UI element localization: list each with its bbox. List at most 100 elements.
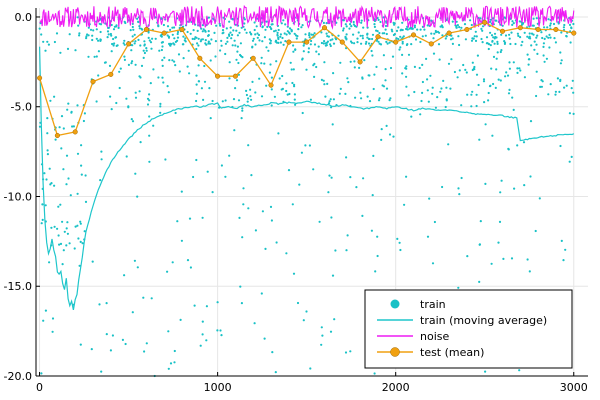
train-point bbox=[53, 184, 56, 187]
train-point bbox=[281, 74, 284, 78]
train-point bbox=[432, 52, 436, 55]
train-point bbox=[150, 297, 153, 300]
train-point bbox=[398, 241, 401, 244]
train-point bbox=[350, 25, 353, 28]
train-point bbox=[572, 22, 575, 26]
train-point bbox=[295, 37, 298, 40]
train-point bbox=[337, 34, 340, 37]
train-point bbox=[221, 100, 224, 103]
train-point bbox=[547, 18, 550, 21]
train-point bbox=[195, 158, 198, 162]
train-point bbox=[429, 74, 432, 77]
train-point bbox=[401, 21, 404, 24]
train-point bbox=[404, 67, 407, 70]
train-point bbox=[154, 37, 157, 40]
train-point bbox=[546, 26, 549, 29]
train-point bbox=[162, 81, 165, 84]
train-point bbox=[132, 28, 135, 31]
train-point bbox=[145, 47, 148, 50]
train-point bbox=[46, 153, 50, 156]
train-point bbox=[51, 330, 54, 333]
train-point bbox=[481, 41, 484, 44]
train-point bbox=[200, 87, 203, 90]
train-point bbox=[159, 105, 162, 108]
train-point bbox=[444, 37, 447, 40]
train-point bbox=[520, 44, 523, 47]
train-point bbox=[405, 28, 408, 31]
train-point bbox=[554, 93, 557, 96]
train-point bbox=[399, 35, 402, 38]
train-point bbox=[449, 87, 452, 90]
train-point bbox=[112, 37, 115, 41]
train-point bbox=[471, 68, 474, 72]
train-point bbox=[192, 175, 195, 179]
train-point bbox=[133, 42, 136, 45]
train-point bbox=[445, 86, 448, 89]
test-mean-point bbox=[482, 19, 488, 25]
train-point bbox=[301, 111, 304, 115]
train-point bbox=[545, 35, 548, 38]
train-point bbox=[494, 19, 497, 22]
train-point bbox=[549, 24, 552, 27]
train-point bbox=[401, 42, 404, 45]
train-point bbox=[508, 67, 511, 70]
train-point bbox=[359, 34, 362, 37]
train-point bbox=[228, 77, 231, 80]
train-point bbox=[78, 264, 81, 267]
train-point bbox=[549, 22, 552, 25]
train-point bbox=[147, 31, 150, 34]
train-point bbox=[99, 38, 102, 42]
train-point bbox=[420, 99, 423, 103]
train-point bbox=[228, 61, 231, 64]
train-point bbox=[267, 49, 270, 52]
train-point bbox=[106, 30, 110, 33]
train-point bbox=[243, 18, 246, 21]
train-point bbox=[287, 169, 291, 172]
train-point bbox=[176, 39, 179, 42]
train-point bbox=[125, 155, 128, 158]
train-point bbox=[532, 33, 535, 36]
train-point bbox=[401, 72, 404, 75]
train-point bbox=[265, 46, 268, 49]
train-point bbox=[479, 220, 482, 223]
train-point bbox=[71, 125, 74, 128]
train-point bbox=[87, 26, 90, 29]
train-point bbox=[288, 32, 291, 35]
train-point bbox=[466, 255, 469, 258]
train-point bbox=[241, 56, 244, 59]
train-point bbox=[348, 27, 351, 30]
train-point bbox=[469, 19, 472, 22]
y-tick-label: -20.0 bbox=[4, 370, 32, 383]
train-point bbox=[197, 80, 201, 83]
train-point bbox=[332, 42, 336, 45]
train-point bbox=[499, 50, 502, 54]
train-point bbox=[100, 158, 103, 161]
y-tick-label: -10.0 bbox=[4, 190, 32, 203]
train-point bbox=[352, 20, 355, 24]
train-point bbox=[290, 68, 293, 71]
test-mean-point bbox=[535, 26, 541, 33]
train-point bbox=[477, 83, 480, 87]
train-point bbox=[239, 285, 242, 288]
train-point bbox=[242, 187, 245, 190]
train-point bbox=[53, 40, 57, 44]
test-mean-point bbox=[90, 79, 96, 85]
train-point bbox=[134, 172, 137, 175]
train-point bbox=[487, 99, 490, 102]
train-point bbox=[542, 54, 545, 57]
train-point bbox=[46, 40, 49, 43]
train-point bbox=[57, 205, 60, 208]
train-point bbox=[548, 46, 551, 49]
train-point bbox=[485, 42, 488, 45]
train-point bbox=[143, 40, 146, 43]
legend-swatch-marker bbox=[390, 347, 400, 357]
train-point bbox=[388, 133, 392, 136]
train-point bbox=[456, 76, 459, 79]
train-point bbox=[276, 34, 279, 37]
train-point bbox=[53, 225, 56, 228]
train-point bbox=[549, 83, 552, 86]
train-point bbox=[49, 99, 52, 102]
train-point bbox=[333, 318, 336, 321]
train-point bbox=[493, 32, 497, 35]
